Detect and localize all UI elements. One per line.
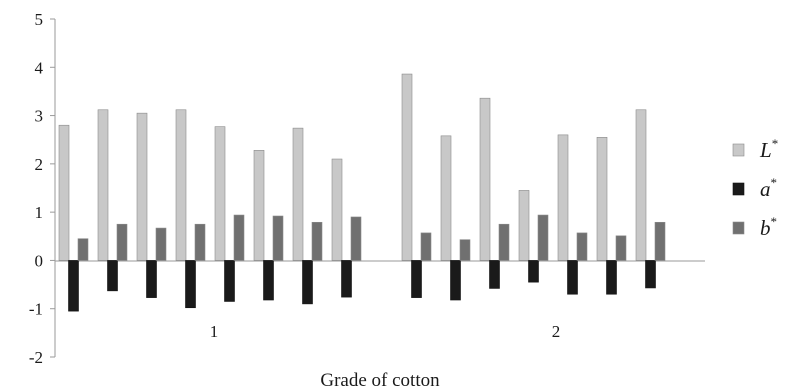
bar-b-3	[155, 227, 167, 261]
legend-swatch-a	[732, 182, 745, 196]
legend-swatch-l	[732, 143, 745, 157]
bar-b-4	[194, 223, 206, 261]
bar-l-11	[479, 97, 491, 261]
legend-label-a: a*	[760, 175, 777, 201]
bar-b-8	[350, 216, 362, 261]
bar-b-1	[77, 238, 89, 261]
bar-b-9	[420, 232, 432, 261]
bar-l-4	[175, 109, 187, 261]
bar-a-7	[302, 260, 313, 305]
y-tick-label: -2	[29, 348, 43, 367]
bar-b-10	[459, 239, 471, 261]
bar-a-10	[450, 260, 461, 301]
y-tick-label: 2	[35, 155, 44, 174]
bar-l-1	[58, 124, 70, 261]
bar-l-6	[253, 150, 265, 261]
y-tick-label: 3	[35, 107, 44, 126]
legend-label-b: b*	[760, 214, 777, 240]
bar-b-15	[654, 221, 666, 261]
bar-a-13	[567, 260, 578, 295]
y-tick-label: 4	[35, 58, 44, 77]
bar-a-9	[411, 260, 422, 298]
bar-a-15	[645, 260, 656, 289]
bar-a-3	[146, 260, 157, 298]
bar-a-2	[107, 260, 118, 292]
bar-b-13	[576, 232, 588, 261]
bar-b-6	[272, 215, 284, 261]
bar-a-12	[528, 260, 539, 283]
bar-a-1	[68, 260, 79, 312]
bar-l-7	[292, 127, 304, 261]
bar-a-14	[606, 260, 617, 295]
bar-a-6	[263, 260, 274, 301]
y-tick-label: 0	[35, 251, 44, 270]
bar-a-5	[224, 260, 235, 302]
bar-a-4	[185, 260, 196, 309]
bar-a-11	[489, 260, 500, 289]
bar-l-13	[557, 134, 569, 261]
bar-l-15	[635, 109, 647, 261]
bar-l-5	[214, 126, 226, 261]
bar-l-14	[596, 137, 608, 261]
bar-b-5	[233, 214, 245, 261]
bar-l-9	[401, 73, 413, 261]
bar-b-12	[537, 214, 549, 261]
y-tick-label: -1	[29, 300, 43, 319]
bar-b-11	[498, 223, 510, 261]
y-tick-label: 5	[35, 10, 44, 29]
bar-b-14	[615, 235, 627, 261]
bar-l-2	[97, 109, 109, 261]
bar-b-2	[116, 223, 128, 261]
bar-l-12	[518, 190, 530, 261]
group-label-1: 1	[210, 322, 219, 341]
bar-l-3	[136, 112, 148, 261]
legend-swatch-b	[732, 221, 745, 235]
x-axis-title: Grade of cotton	[320, 370, 440, 391]
bar-a-8	[341, 260, 352, 298]
bar-b-7	[311, 221, 323, 261]
bar-l-10	[440, 135, 452, 261]
group-label-2: 2	[552, 322, 561, 341]
bar-l-8	[331, 158, 343, 261]
y-tick-label: 1	[35, 203, 44, 222]
legend-label-l: L*	[759, 136, 778, 162]
